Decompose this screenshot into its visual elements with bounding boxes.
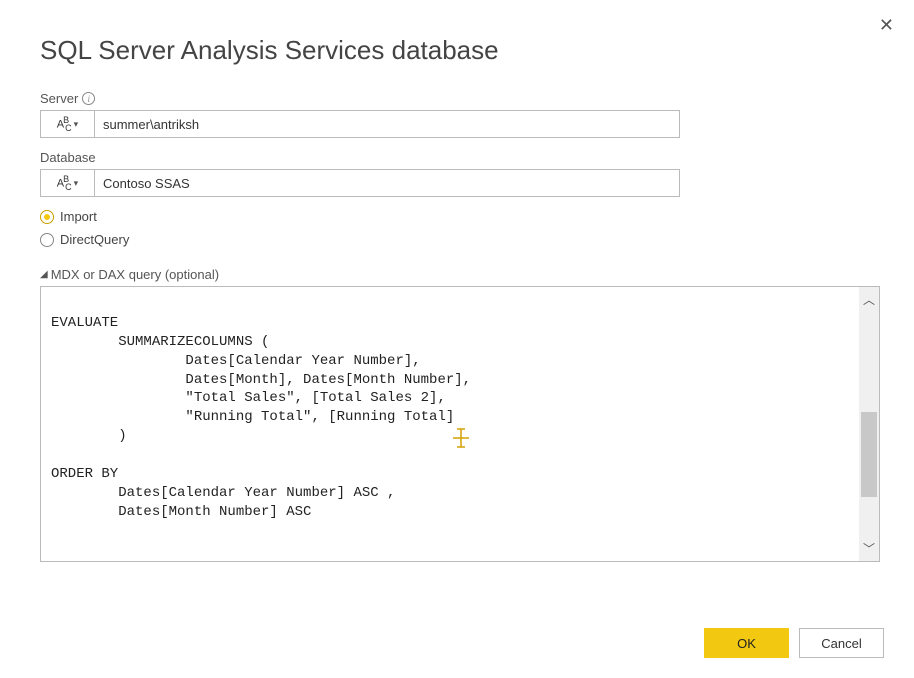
info-icon[interactable]: i [82,92,95,105]
import-radio[interactable]: Import [40,209,884,224]
cancel-button[interactable]: Cancel [799,628,884,658]
directquery-radio[interactable]: DirectQuery [40,232,884,247]
radio-icon-selected [40,210,54,224]
server-type-dropdown[interactable]: ABC ▾ [40,110,94,138]
close-button[interactable]: ✕ [879,15,894,36]
database-input-row: ABC ▾ [40,169,680,197]
import-radio-label: Import [60,209,97,224]
abc-icon: ABC [57,174,71,192]
database-input[interactable] [94,169,680,197]
query-textarea[interactable] [41,287,859,561]
server-input[interactable] [94,110,680,138]
scroll-down-icon[interactable]: ﹀ [863,536,875,561]
chevron-down-icon: ▾ [74,178,79,189]
ssas-connection-dialog: ✕ SQL Server Analysis Services database … [0,0,914,678]
server-label-row: Server i [40,91,884,106]
abc-icon: ABC [57,115,71,133]
radio-icon-unselected [40,233,54,247]
dialog-buttons: OK Cancel [704,628,884,658]
ok-button[interactable]: OK [704,628,789,658]
chevron-down-icon: ▾ [74,119,79,130]
query-expander-label: MDX or DAX query (optional) [51,267,219,282]
scroll-thumb[interactable] [861,412,877,497]
query-editor-container: ︿ ﹀ [40,286,880,562]
server-input-row: ABC ▾ [40,110,680,138]
server-label: Server [40,91,78,106]
expander-caret-icon: ◢ [40,269,48,280]
close-icon: ✕ [879,15,894,35]
directquery-radio-label: DirectQuery [60,232,129,247]
database-label-row: Database [40,150,884,165]
connection-mode-group: Import DirectQuery [40,209,884,247]
database-type-dropdown[interactable]: ABC ▾ [40,169,94,197]
scrollbar[interactable]: ︿ ﹀ [859,287,879,561]
dialog-title: SQL Server Analysis Services database [40,35,884,66]
scroll-up-icon[interactable]: ︿ [863,287,875,312]
query-expander[interactable]: ◢ MDX or DAX query (optional) [40,267,884,282]
database-label: Database [40,150,96,165]
